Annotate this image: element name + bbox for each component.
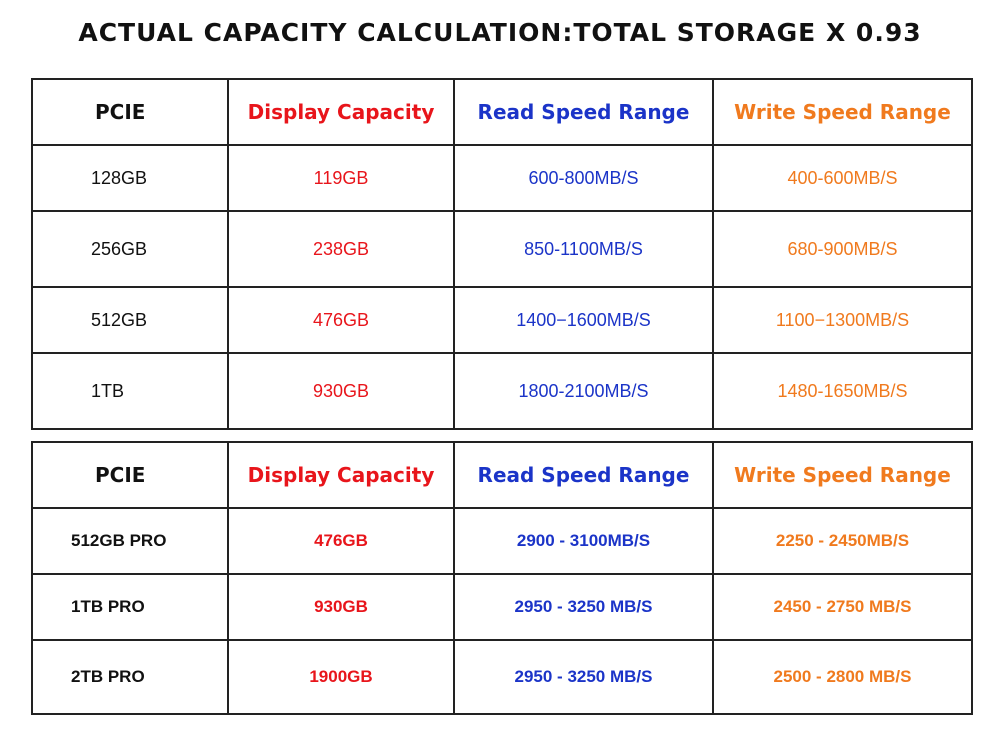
header-display-capacity: Display Capacity (227, 441, 455, 509)
capacity-cell: 1900GB (227, 639, 455, 715)
write-speed-cell: 680-900MB/S (712, 210, 973, 288)
pro-capacity-table: PCIE Display Capacity Read Speed Range W… (31, 441, 973, 715)
page-title: ACTUAL CAPACITY CALCULATION:TOTAL STORAG… (78, 18, 922, 47)
table-row: 1TB 930GB 1800-2100MB/S 1480-1650MB/S (31, 352, 973, 430)
read-speed-cell: 2900 - 3100MB/S (453, 507, 714, 575)
header-row: PCIE Display Capacity Read Speed Range W… (31, 78, 973, 146)
table-row: 1TB PRO 930GB 2950 - 3250 MB/S 2450 - 27… (31, 573, 973, 641)
write-speed-cell: 2450 - 2750 MB/S (712, 573, 973, 641)
capacity-cell: 476GB (227, 507, 455, 575)
header-pcie: PCIE (31, 441, 229, 509)
read-speed-cell: 850-1100MB/S (453, 210, 714, 288)
capacity-cell: 238GB (227, 210, 455, 288)
pcie-cell: 2TB PRO (31, 639, 229, 715)
read-speed-cell: 1800-2100MB/S (453, 352, 714, 430)
table-row: 256GB 238GB 850-1100MB/S 680-900MB/S (31, 210, 973, 288)
write-speed-cell: 2500 - 2800 MB/S (712, 639, 973, 715)
pcie-cell: 256GB (31, 210, 229, 288)
write-speed-cell: 400-600MB/S (712, 144, 973, 212)
read-speed-cell: 600-800MB/S (453, 144, 714, 212)
header-write-speed: Write Speed Range (712, 78, 973, 146)
read-speed-cell: 2950 - 3250 MB/S (453, 573, 714, 641)
read-speed-cell: 1400−1600MB/S (453, 286, 714, 354)
header-row: PCIE Display Capacity Read Speed Range W… (31, 441, 973, 509)
header-display-capacity: Display Capacity (227, 78, 455, 146)
table-row: 512GB 476GB 1400−1600MB/S 1100−1300MB/S (31, 286, 973, 354)
pcie-cell: 1TB PRO (31, 573, 229, 641)
table-row: 512GB PRO 476GB 2900 - 3100MB/S 2250 - 2… (31, 507, 973, 575)
header-read-speed: Read Speed Range (453, 78, 714, 146)
capacity-cell: 476GB (227, 286, 455, 354)
capacity-cell: 930GB (227, 352, 455, 430)
header-pcie: PCIE (31, 78, 229, 146)
write-speed-cell: 2250 - 2450MB/S (712, 507, 973, 575)
write-speed-cell: 1480-1650MB/S (712, 352, 973, 430)
pcie-cell: 512GB PRO (31, 507, 229, 575)
read-speed-cell: 2950 - 3250 MB/S (453, 639, 714, 715)
capacity-cell: 119GB (227, 144, 455, 212)
pcie-cell: 512GB (31, 286, 229, 354)
header-read-speed: Read Speed Range (453, 441, 714, 509)
pcie-cell: 1TB (31, 352, 229, 430)
pcie-cell: 128GB (31, 144, 229, 212)
table-row: 2TB PRO 1900GB 2950 - 3250 MB/S 2500 - 2… (31, 639, 973, 715)
table-row: 128GB 119GB 600-800MB/S 400-600MB/S (31, 144, 973, 212)
header-write-speed: Write Speed Range (712, 441, 973, 509)
write-speed-cell: 1100−1300MB/S (712, 286, 973, 354)
standard-capacity-table: PCIE Display Capacity Read Speed Range W… (31, 78, 973, 430)
capacity-cell: 930GB (227, 573, 455, 641)
